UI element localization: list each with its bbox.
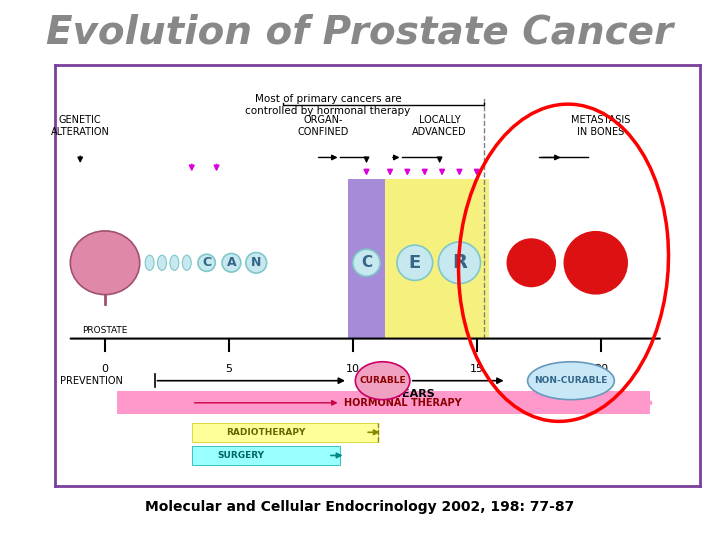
Text: Molecular and Cellular Endocrinology 2002, 198: 77-87: Molecular and Cellular Endocrinology 200… [145, 500, 575, 514]
Text: METASTASIS
IN BONES: METASTASIS IN BONES [571, 116, 631, 137]
Text: YEARS: YEARS [395, 389, 435, 399]
Bar [348, 179, 385, 339]
Ellipse shape [246, 253, 266, 273]
Circle shape [182, 255, 192, 271]
Text: 10: 10 [346, 364, 360, 374]
Text: SURGERY: SURGERY [218, 451, 265, 460]
Bar [385, 179, 489, 339]
Ellipse shape [528, 362, 614, 400]
Text: E: E [409, 254, 421, 272]
Bar [117, 391, 650, 414]
Bar [192, 446, 341, 465]
Ellipse shape [71, 231, 140, 295]
Text: PROSTATE: PROSTATE [82, 326, 127, 335]
Ellipse shape [564, 231, 628, 295]
Text: NON-CURABLE: NON-CURABLE [534, 376, 608, 385]
Text: 0: 0 [102, 364, 109, 374]
Text: 20: 20 [593, 364, 608, 374]
Circle shape [145, 255, 154, 271]
Text: LOCALLY
ADVANCED: LOCALLY ADVANCED [413, 116, 467, 137]
Ellipse shape [397, 245, 433, 280]
Circle shape [170, 255, 179, 271]
Text: A: A [227, 256, 236, 269]
Text: Most of primary cancers are
controlled by hormonal therapy: Most of primary cancers are controlled b… [246, 94, 410, 116]
Text: R: R [452, 253, 467, 272]
Ellipse shape [353, 249, 380, 276]
Bar [192, 423, 378, 442]
Text: GENETIC
ALTERATION: GENETIC ALTERATION [51, 116, 109, 137]
Text: HORMONAL THERAPY: HORMONAL THERAPY [343, 398, 462, 408]
Ellipse shape [222, 253, 240, 272]
Text: 15: 15 [469, 364, 484, 374]
Text: C: C [202, 256, 211, 269]
Text: CURABLE: CURABLE [359, 376, 406, 385]
Text: PREVENTION: PREVENTION [60, 376, 123, 386]
Circle shape [158, 255, 166, 271]
Ellipse shape [198, 254, 215, 271]
Text: ORGAN-
CONFINED: ORGAN- CONFINED [297, 116, 348, 137]
Text: 5: 5 [225, 364, 233, 374]
Ellipse shape [507, 238, 556, 287]
Text: N: N [251, 256, 261, 269]
Text: C: C [361, 255, 372, 270]
Ellipse shape [356, 362, 410, 400]
Text: RADIOTHERAPY: RADIOTHERAPY [226, 428, 306, 437]
Text: Evolution of Prostate Cancer: Evolution of Prostate Cancer [46, 14, 674, 51]
Ellipse shape [438, 242, 480, 284]
